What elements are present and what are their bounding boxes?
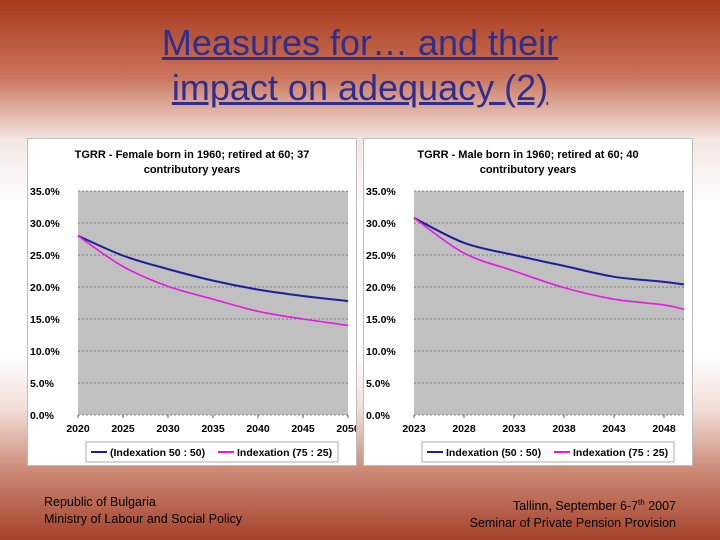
- chart-title-line: contributory years: [144, 164, 241, 176]
- legend-box: [85, 441, 339, 463]
- x-tick-label: 2043: [602, 423, 626, 435]
- y-tick-label: 0.0%: [30, 410, 55, 422]
- y-tick-label: 10.0%: [30, 346, 60, 358]
- chart-title-line: TGRR - Male born in 1960; retired at 60;…: [417, 149, 638, 161]
- y-tick-label: 15.0%: [30, 314, 60, 326]
- x-tick-label: 2030: [156, 423, 180, 435]
- x-tick-label: 2020: [66, 423, 90, 435]
- y-tick-label: 20.0%: [366, 282, 396, 294]
- series-line: [413, 217, 685, 286]
- x-tick-label: 2040: [246, 423, 270, 435]
- x-tick-label: 2038: [552, 423, 576, 435]
- chart-title-line: contributory years: [480, 164, 577, 176]
- legend-label: Indexation (50 : 50): [446, 447, 541, 459]
- y-tick-label: 20.0%: [30, 282, 60, 294]
- x-tick-label: 2025: [111, 423, 135, 435]
- slide-title-line-2: impact on adequacy (2): [171, 67, 549, 108]
- y-tick-label: 30.0%: [30, 218, 60, 230]
- footer-event-date: Tallinn, September 6-7th 2007: [470, 494, 676, 515]
- series-line: [77, 235, 349, 327]
- footer-seminar: Seminar of Private Pension Provision: [469, 516, 676, 531]
- footer-right: Tallinn, September 6-7th 2007 Seminar of…: [470, 494, 676, 532]
- footer-left: Republic of Bulgaria Ministry of Labour …: [44, 494, 242, 528]
- footer-ministry: Ministry of Labour and Social Policy: [44, 512, 243, 526]
- x-tick-label: 2045: [291, 423, 315, 435]
- y-tick-label: 10.0%: [366, 346, 396, 358]
- y-tick-label: 35.0%: [366, 186, 396, 198]
- chart-title-line: TGRR - Female born in 1960; retired at 6…: [75, 149, 310, 161]
- chart-male-svg: TGRR - Male born in 1960; retired at 60;…: [366, 149, 685, 463]
- x-tick-label: 2033: [502, 423, 526, 435]
- y-tick-label: 5.0%: [30, 378, 55, 390]
- x-tick-label: 2023: [402, 423, 426, 435]
- y-tick-label: 30.0%: [366, 218, 396, 230]
- plot-area: [78, 191, 348, 415]
- x-tick-label: 2035: [201, 423, 225, 435]
- y-tick-label: 5.0%: [366, 378, 391, 390]
- legend-box: [421, 441, 675, 463]
- legend-label: Indexation (75 : 25): [573, 447, 668, 459]
- series-line: [77, 234, 349, 303]
- legend-label: Indexation (75 : 25): [237, 447, 332, 459]
- chart-female: TGRR - Female born in 1960; retired at 6…: [27, 138, 357, 466]
- slide-title-line-1: Measures for… and their: [161, 22, 559, 63]
- chart-female-svg: TGRR - Female born in 1960; retired at 6…: [30, 149, 356, 463]
- y-tick-label: 15.0%: [366, 314, 396, 326]
- footer-date-text: Tallinn, September 6-7: [512, 499, 639, 514]
- x-tick-label: 2050: [336, 423, 356, 435]
- footer-country: Republic of Bulgaria: [44, 495, 156, 509]
- y-tick-label: 35.0%: [30, 186, 60, 198]
- footer-date-year: 2007: [644, 499, 676, 514]
- y-tick-label: 25.0%: [366, 250, 396, 262]
- y-tick-label: 25.0%: [30, 250, 60, 262]
- slide-title: Measures for… and their impact on adequa…: [0, 20, 720, 110]
- x-tick-label: 2048: [652, 423, 676, 435]
- x-tick-label: 2028: [452, 423, 476, 435]
- y-tick-label: 0.0%: [366, 410, 391, 422]
- footer-date-suffix: th: [638, 498, 645, 507]
- series-line: [413, 217, 685, 311]
- chart-male: TGRR - Male born in 1960; retired at 60;…: [363, 138, 693, 466]
- legend-label: (Indexation 50 : 50): [110, 447, 205, 459]
